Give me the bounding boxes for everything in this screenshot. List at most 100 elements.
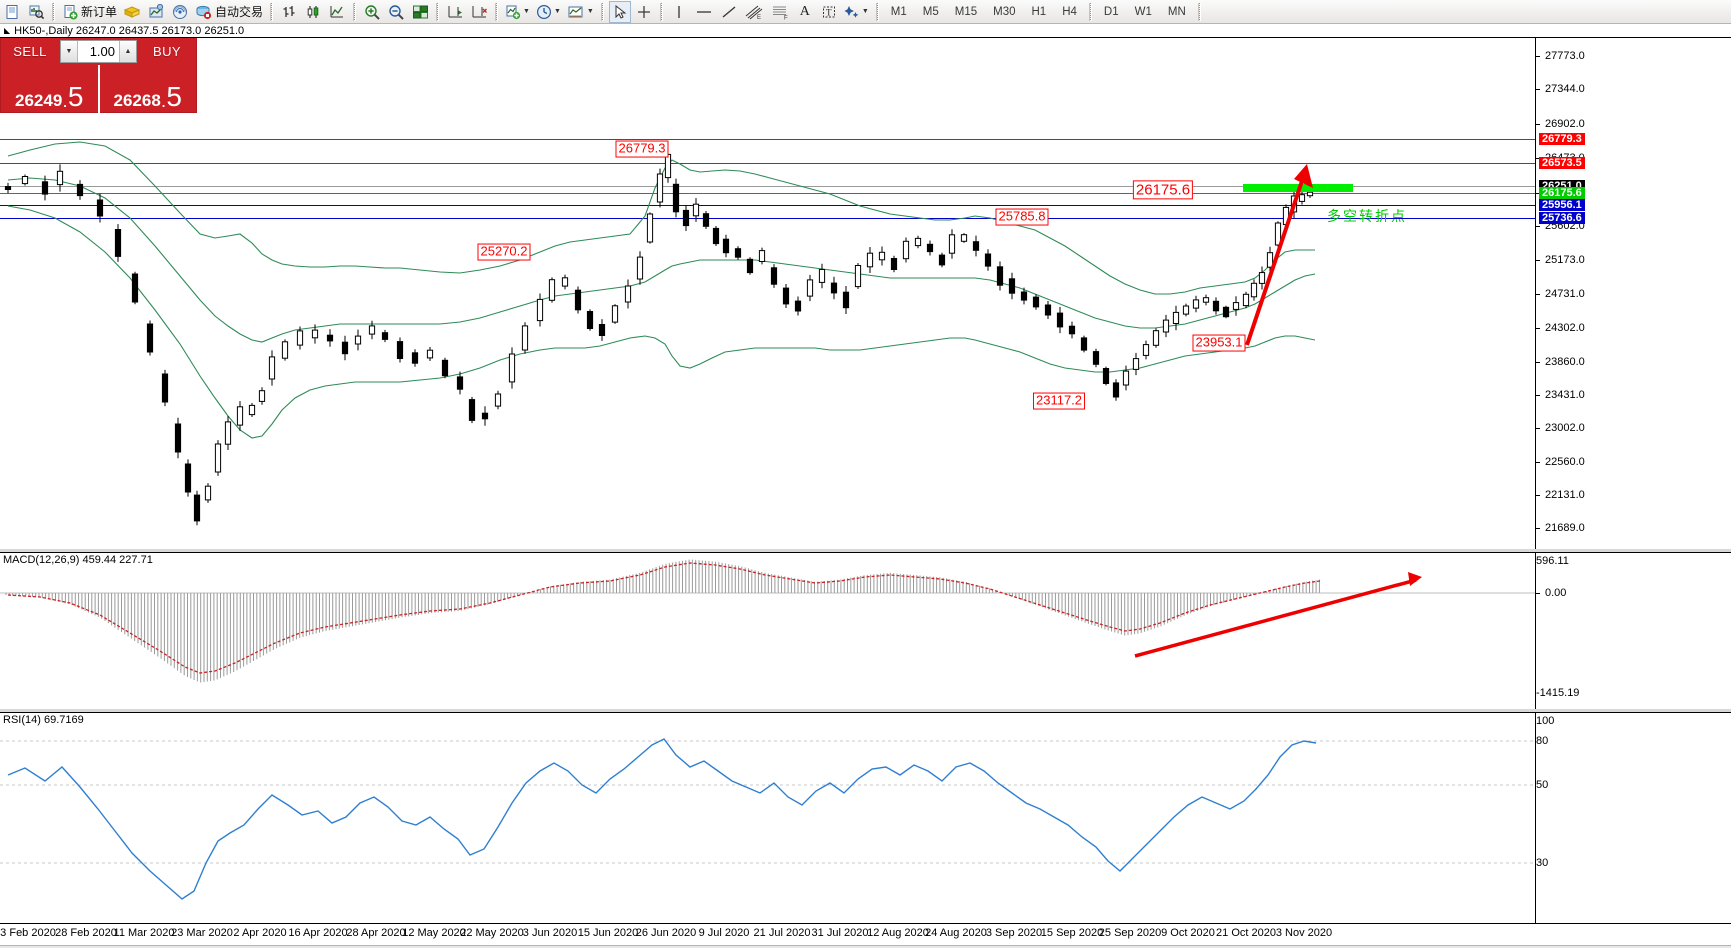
annotation-23117[interactable]: 23117.2 <box>1032 392 1086 410</box>
annotation-25785[interactable]: 25785.8 <box>995 208 1049 226</box>
price-tag-25956[interactable]: 25956.1 <box>1539 199 1585 211</box>
toolbar-separator <box>52 2 55 21</box>
text-label-icon[interactable]: T <box>818 1 840 23</box>
volume-decrease-icon[interactable]: ▼ <box>61 41 78 62</box>
timeframe-h1[interactable]: H1 <box>1031 5 1047 18</box>
pane-separator-rsi[interactable] <box>0 709 1731 712</box>
timeframe-m5[interactable]: M5 <box>922 5 939 18</box>
trendline-icon[interactable] <box>718 1 740 23</box>
price-pane-plot[interactable]: 多空转折点 26779.3 26175.6 25785.8 25270.2 23… <box>0 38 1731 549</box>
new-order-button[interactable]: 新订单 <box>60 1 119 23</box>
level-line-26175[interactable] <box>0 193 1535 194</box>
macd-axis[interactable]: 596.11 0.00 -1415.19 <box>1535 553 1731 709</box>
buy-button-label[interactable]: BUY <box>153 44 181 59</box>
symbols-search-icon[interactable] <box>25 1 47 23</box>
metaeditor-icon[interactable] <box>121 1 143 23</box>
chart-window: ◣ HK50-,Daily 26247.0 26437.5 26173.0 26… <box>0 24 1731 948</box>
level-line-26779[interactable] <box>0 139 1535 140</box>
timeframe-h4[interactable]: H4 <box>1062 5 1077 18</box>
annotation-turning-point[interactable]: 多空转折点 <box>1327 208 1407 224</box>
chevron-down-icon-3[interactable]: ▼ <box>586 8 594 15</box>
trade-panel-divider <box>97 65 100 113</box>
price-tag-25736[interactable]: 25736.6 <box>1539 212 1585 224</box>
vertical-line-icon[interactable] <box>668 1 690 23</box>
date-label: 11 Mar 2020 <box>113 927 175 939</box>
price-tick: 24731.0 <box>1536 288 1585 300</box>
annotation-26779[interactable]: 26779.3 <box>615 140 669 158</box>
resistance-highlight-zone[interactable] <box>1243 184 1353 192</box>
templates-icon[interactable]: ▼ <box>565 1 596 23</box>
pane-separator-macd[interactable] <box>0 549 1731 552</box>
price-tag-26175[interactable]: 26175.6 <box>1539 187 1585 199</box>
level-line-25736[interactable] <box>0 218 1535 219</box>
cursor-icon[interactable] <box>608 0 631 23</box>
chevron-down-icon-4[interactable]: ▼ <box>861 8 869 15</box>
chevron-down-icon[interactable]: ▼ <box>523 8 530 15</box>
periods-icon[interactable]: ▼ <box>534 1 563 23</box>
annotation-23953[interactable]: 23953.1 <box>1192 334 1246 352</box>
strategy-tester-icon[interactable] <box>145 1 167 23</box>
sell-price[interactable]: 26249 . 5 <box>1 65 98 113</box>
volume-increase-icon[interactable]: ▲ <box>119 41 136 62</box>
text-icon[interactable]: A <box>799 3 810 19</box>
price-tag-26573[interactable]: 26573.5 <box>1539 157 1585 169</box>
timeframe-m30[interactable]: M30 <box>993 5 1016 18</box>
macd-plot[interactable] <box>0 553 1731 709</box>
tile-windows-icon[interactable] <box>409 1 431 23</box>
date-label: 15 Sep 2020 <box>1040 927 1104 939</box>
auto-scroll-icon[interactable] <box>468 1 490 23</box>
zoom-in-icon[interactable] <box>361 1 383 23</box>
toolbar-separator-3 <box>353 2 357 21</box>
buy-price[interactable]: 26268 . 5 <box>100 65 197 113</box>
buy-price-separator: . <box>161 95 166 110</box>
fibonacci-retracement-icon[interactable]: F <box>768 1 792 23</box>
bar-chart-icon[interactable] <box>278 1 300 23</box>
toolbar-separator-2 <box>270 2 274 21</box>
volume-stepper[interactable]: ▼ 1.00 ▲ <box>60 40 137 63</box>
equidistant-channel-icon[interactable]: E <box>742 1 766 23</box>
chart-shift-icon[interactable] <box>444 1 466 23</box>
symbol-ohlc-label: HK50-,Daily 26247.0 26437.5 26173.0 2625… <box>14 24 245 37</box>
autotrading-label: 自动交易 <box>215 5 264 19</box>
autotrading-button[interactable]: 自动交易 <box>193 1 265 23</box>
arrows-icon[interactable]: ▼ <box>842 1 871 23</box>
signals-icon[interactable] <box>169 1 191 23</box>
one-click-trading-panel[interactable]: SELL ▼ 1.00 ▲ BUY 26249 . 5 26268 . <box>0 37 197 113</box>
timeframe-m15[interactable]: M15 <box>954 5 978 18</box>
date-label: 25 Sep 2020 <box>1098 927 1162 939</box>
volume-value[interactable]: 1.00 <box>89 44 115 59</box>
date-label: 28 Feb 2020 <box>55 927 117 939</box>
buy-price-integer: 26268 <box>113 91 161 110</box>
price-tick: 25173.0 <box>1536 254 1585 266</box>
level-line-26573[interactable] <box>0 163 1535 164</box>
rsi-pane[interactable]: RSI(14) 69.7169 100 80 50 30 <box>0 712 1731 926</box>
timeframe-d1[interactable]: D1 <box>1103 5 1119 18</box>
new-chart-icon[interactable] <box>1 1 23 23</box>
timeframe-mn[interactable]: MN <box>1167 5 1186 18</box>
price-tick: 21689.0 <box>1536 522 1585 534</box>
annotation-26175[interactable]: 26175.6 <box>1132 180 1194 200</box>
candlestick-series <box>4 141 1316 526</box>
price-pane[interactable]: 多空转折点 26779.3 26175.6 25785.8 25270.2 23… <box>0 37 1731 549</box>
crosshair-icon[interactable] <box>633 1 655 23</box>
indicators-icon[interactable]: ▼ <box>503 1 532 23</box>
timeframe-m1[interactable]: M1 <box>890 5 907 18</box>
toolbar-separator-6 <box>600 2 604 21</box>
rsi-axis[interactable]: 100 80 50 30 <box>1535 713 1731 926</box>
macd-pane[interactable]: MACD(12,26,9) 459.44 227.71 596.11 0.00 … <box>0 552 1731 709</box>
date-axis[interactable]: 3 Feb 2020 28 Feb 2020 11 Mar 2020 23 Mar 2… <box>0 923 1731 945</box>
timeframe-w1[interactable]: W1 <box>1134 5 1152 18</box>
zoom-out-icon[interactable] <box>385 1 407 23</box>
macd-series <box>0 559 1535 683</box>
collapse-arrow-icon[interactable]: ◣ <box>4 26 11 35</box>
rsi-plot[interactable] <box>0 713 1731 926</box>
price-axis[interactable]: 27773.0 27344.0 26902.0 26473.0 26044.0 … <box>1535 38 1731 549</box>
line-chart-icon[interactable] <box>326 1 348 23</box>
price-tag-26779[interactable]: 26779.3 <box>1539 133 1585 145</box>
sell-button-label[interactable]: SELL <box>13 44 47 59</box>
horizontal-line-icon[interactable] <box>692 1 716 23</box>
level-line-25956[interactable] <box>0 205 1535 206</box>
chevron-down-icon-2[interactable]: ▼ <box>553 8 561 15</box>
candlestick-chart-icon[interactable] <box>302 1 324 23</box>
annotation-25270[interactable]: 25270.2 <box>477 243 531 261</box>
